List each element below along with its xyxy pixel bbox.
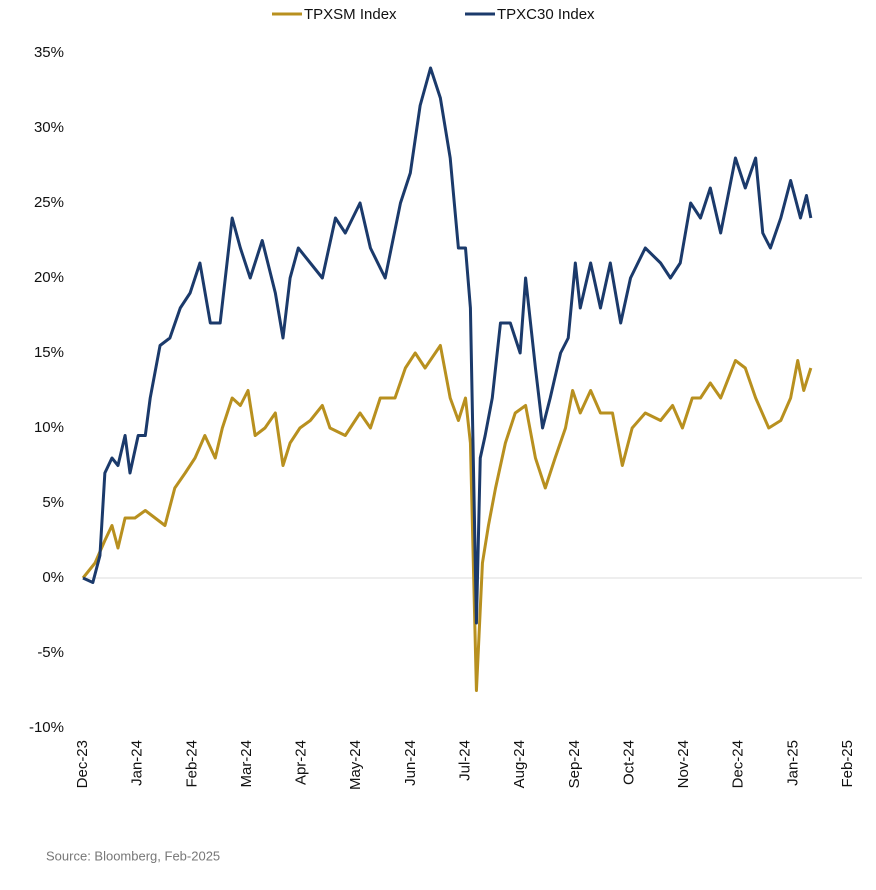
- series-line: [82, 66, 813, 625]
- x-tick-label: Aug-24: [511, 740, 528, 788]
- source: Source: Bloomberg, Feb-2025: [46, 848, 220, 863]
- x-tick-label: Nov-24: [675, 740, 692, 788]
- x-tick-label: Jan-24: [129, 740, 146, 786]
- x-tick-label: Apr-24: [293, 740, 310, 785]
- y-tick-label: 10%: [34, 419, 64, 436]
- y-tick-label: 0%: [42, 569, 64, 586]
- y-tick-label: 30%: [34, 119, 64, 136]
- x-tick-label: Sep-24: [566, 740, 583, 788]
- x-tick-label: Mar-24: [238, 740, 255, 788]
- x-tick-label: Jul-24: [456, 740, 473, 781]
- x-tick-label: Jan-25: [784, 740, 801, 786]
- y-tick-label: 15%: [34, 344, 64, 361]
- x-tick-label: Jun-24: [402, 740, 419, 786]
- x-tick-label: May-24: [347, 740, 364, 790]
- x-tick-label: Feb-24: [183, 740, 200, 788]
- y-tick-label: 25%: [34, 194, 64, 211]
- series-line: [81, 344, 813, 692]
- y-tick-label: 35%: [34, 44, 64, 61]
- x-tick-label: Oct-24: [620, 740, 637, 785]
- legend-label: TPXSM Index: [304, 6, 397, 23]
- y-tick-label: 5%: [42, 494, 64, 511]
- legend-label: TPXC30 Index: [497, 6, 595, 23]
- y-tick-label: -10%: [29, 719, 64, 736]
- x-tick-label: Dec-23: [74, 740, 91, 788]
- x-tick-label: Feb-25: [839, 740, 856, 788]
- x-tick-label: Dec-24: [730, 740, 747, 788]
- y-tick-label: 20%: [34, 269, 64, 286]
- y-tick-label: -5%: [37, 644, 64, 661]
